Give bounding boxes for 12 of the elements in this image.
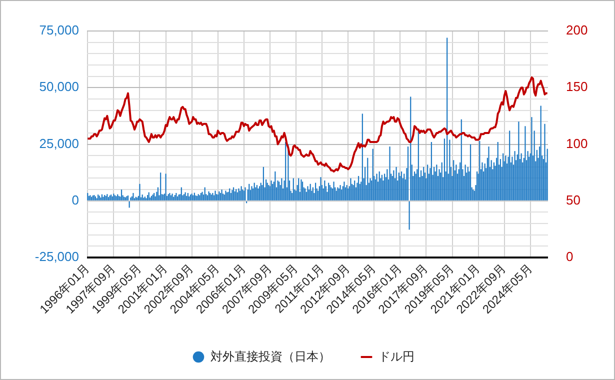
legend-label: ドル円	[378, 349, 414, 364]
y-tick-label: 75,000	[39, 22, 79, 38]
legend-label: 対外直接投資（日本）	[210, 349, 330, 364]
y-tick-label: -25,000	[34, 249, 79, 264]
y2-tick-label: 150	[566, 79, 588, 94]
y-tick-label: 0	[72, 192, 79, 208]
y-tick-label: 50,000	[39, 79, 79, 94]
y2-tick-label: 0	[566, 249, 574, 264]
y-tick-label: 25,000	[39, 136, 79, 151]
y2-tick-label: 200	[566, 22, 588, 38]
y2-tick-label: 100	[566, 136, 588, 151]
y2-tick-label: 50	[566, 192, 580, 208]
